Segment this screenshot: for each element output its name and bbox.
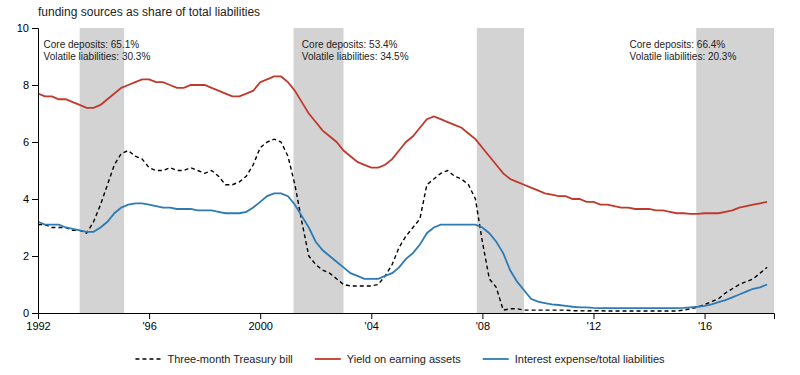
annotation: Core deposits: 65.1%Volatile liabilities… [44,39,151,62]
plot: 1992 '96 2000 '04 '08 '12 '16 0 2 4 6 8 10 Core depos… [17,22,775,332]
y-tick-mark [32,256,38,257]
y-tick-label: 8 [23,79,29,91]
x-tick-mark [149,313,150,319]
y-tick: 2 [23,250,38,262]
x-tick-mark [705,313,706,319]
x-tick: 2000 [248,313,272,332]
x-tick-label: '04 [365,320,379,332]
legend-label: Interest expense/total liabilities [515,353,665,365]
bands [80,28,774,313]
annotation-line: Volatile liabilities: 34.5% [302,51,409,62]
annotations: Core deposits: 65.1%Volatile liabilities… [44,39,737,62]
series-line [38,76,767,213]
y-tick: 0 [23,307,38,319]
y-tick-mark [32,313,38,314]
band [696,28,774,313]
legend-swatch [315,358,341,360]
y-tick: 10 [17,22,38,34]
y-tick-mark [32,199,38,200]
annotation-line: Volatile liabilities: 20.3% [630,51,737,62]
x-tick: '12 [587,313,601,332]
series-line [38,139,767,311]
legend-label: Yield on earning assets [347,353,461,365]
y-tick-label: 4 [23,193,29,205]
x-tick-label: 1992 [26,320,50,332]
annotation-line: Volatile liabilities: 30.3% [44,51,151,62]
y-tick-label: 6 [23,136,29,148]
legend-item: Interest expense/total liabilities [483,353,665,365]
chart: 1992 '96 2000 '04 '08 '12 '16 0 2 4 6 8 10 Core depos… [0,0,800,375]
x-tick-mark [260,313,261,319]
annotation-line: Core deposits: 66.4% [630,39,726,50]
x-tick: '16 [698,313,712,332]
legend-item: Three-month Treasury bill [135,353,292,365]
annotation-line: Core deposits: 65.1% [44,39,140,50]
x-tick: '04 [365,313,379,332]
legend: Three-month Treasury bill Yield on earnin… [135,353,665,365]
title: funding sources as share of total liabil… [38,5,260,19]
y-axis: 0 2 4 6 8 10 [17,22,39,319]
y-tick: 6 [23,136,38,148]
legend-label: Three-month Treasury bill [167,353,292,365]
x-tick-mark [371,313,372,319]
legend-swatch [135,358,161,359]
y-tick-label: 0 [23,307,29,319]
series-line [38,193,767,308]
y-tick-label: 10 [17,22,29,34]
y-tick-mark [32,28,38,29]
x-axis: 1992 '96 2000 '04 '08 '12 '16 [26,313,774,332]
x-axis-line [39,314,775,320]
x-tick: 1992 [26,313,50,332]
x-tick-label: '96 [142,320,156,332]
legend-item: Yield on earning assets [315,353,461,365]
y-tick: 4 [23,193,38,205]
x-tick-label: '16 [698,320,712,332]
y-tick-mark [32,142,38,143]
x-tick-label: '08 [476,320,490,332]
marks [38,28,774,313]
band [294,28,344,313]
x-tick-label: '12 [587,320,601,332]
annotation: Core deposits: 66.4%Volatile liabilities… [630,39,737,62]
y-axis-line [32,29,39,314]
y-tick-label: 2 [23,250,29,262]
legend-swatch [483,358,509,360]
annotation: Core deposits: 53.4%Volatile liabilities… [302,39,409,62]
x-tick: '96 [142,313,156,332]
x-tick-mark [482,313,483,319]
x-tick-mark [593,313,594,319]
y-tick-mark [32,85,38,86]
y-tick: 8 [23,79,38,91]
x-tick-label: 2000 [248,320,272,332]
x-tick: '08 [476,313,490,332]
band [80,28,124,313]
annotation-line: Core deposits: 53.4% [302,39,398,50]
